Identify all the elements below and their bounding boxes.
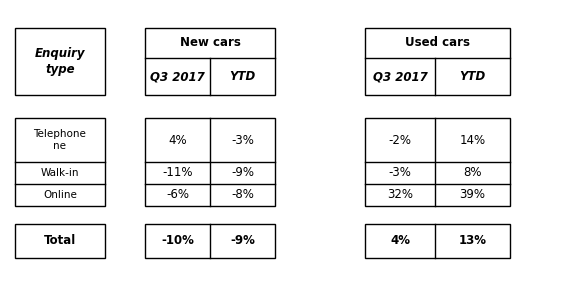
Text: Used cars: Used cars xyxy=(405,37,470,49)
Bar xyxy=(145,28,275,95)
Text: Total: Total xyxy=(44,235,76,248)
Text: -10%: -10% xyxy=(161,235,194,248)
Text: -6%: -6% xyxy=(166,189,189,201)
Text: Online: Online xyxy=(43,190,77,200)
Text: Q3 2017: Q3 2017 xyxy=(373,70,427,83)
Text: 4%: 4% xyxy=(390,235,410,248)
Bar xyxy=(365,118,510,206)
Text: -9%: -9% xyxy=(230,235,255,248)
Text: Telephone
ne: Telephone ne xyxy=(34,129,86,151)
Bar xyxy=(145,224,275,258)
Text: 14%: 14% xyxy=(459,133,485,146)
Text: YTD: YTD xyxy=(459,70,485,83)
Bar xyxy=(15,224,105,258)
Text: Enquiry
type: Enquiry type xyxy=(35,47,85,76)
Bar xyxy=(365,224,510,258)
Bar xyxy=(145,118,275,206)
Bar xyxy=(365,28,510,95)
Text: YTD: YTD xyxy=(229,70,255,83)
Text: 32%: 32% xyxy=(387,189,413,201)
Text: 13%: 13% xyxy=(459,235,486,248)
Text: Walk-in: Walk-in xyxy=(41,168,79,178)
Text: New cars: New cars xyxy=(180,37,241,49)
Text: -9%: -9% xyxy=(231,167,254,180)
Text: 8%: 8% xyxy=(463,167,482,180)
Text: Q3 2017: Q3 2017 xyxy=(150,70,205,83)
Text: 39%: 39% xyxy=(460,189,485,201)
Bar xyxy=(15,118,105,206)
Text: -3%: -3% xyxy=(231,133,254,146)
Text: -3%: -3% xyxy=(389,167,411,180)
Bar xyxy=(15,28,105,95)
Text: -8%: -8% xyxy=(231,189,254,201)
Text: -11%: -11% xyxy=(162,167,193,180)
Text: 4%: 4% xyxy=(168,133,187,146)
Text: -2%: -2% xyxy=(389,133,411,146)
